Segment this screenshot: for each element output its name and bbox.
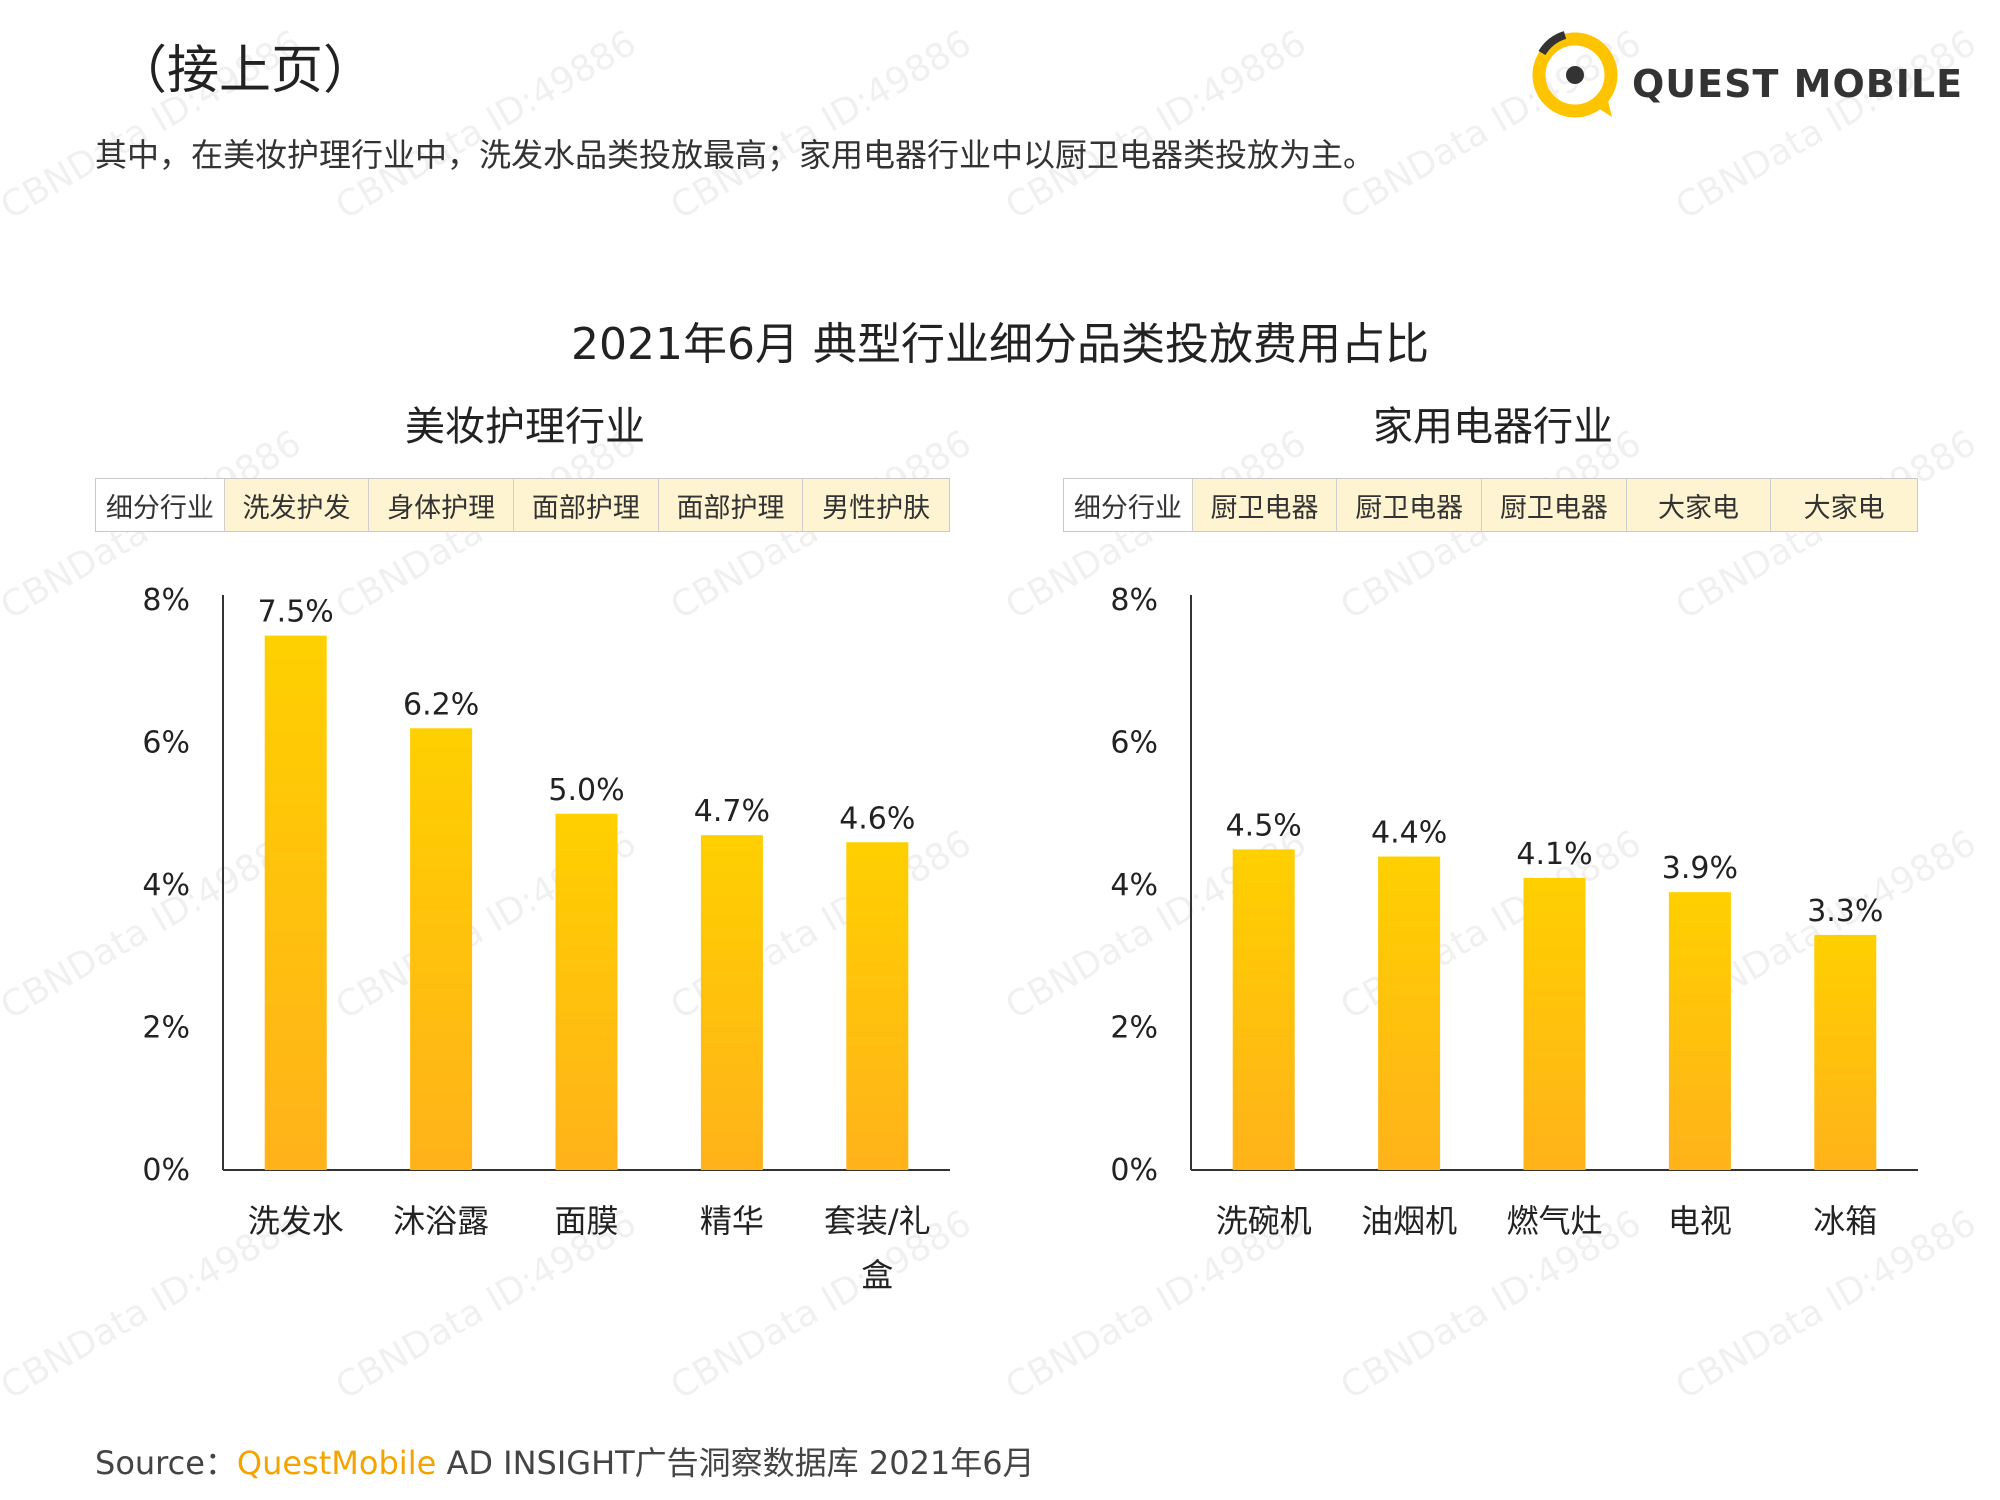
category-cell: 面部护理: [657, 479, 803, 531]
panel-title-beauty: 美妆护理行业: [405, 404, 645, 450]
bar: [1814, 934, 1877, 1170]
y-tick-label: 0%: [1110, 1153, 1158, 1188]
bar: [846, 842, 909, 1170]
source-prefix: Source：: [95, 1444, 237, 1482]
x-tick-label: 洗发水: [248, 1202, 344, 1240]
y-tick-label: 6%: [1110, 726, 1158, 761]
logo-tail-icon: [1590, 93, 1612, 117]
x-tick-label: 洗碗机: [1216, 1202, 1312, 1240]
category-cell: 男性护肤: [802, 479, 949, 531]
y-tick-label: 2%: [1110, 1011, 1158, 1046]
category-header-cell: 细分行业: [96, 479, 224, 531]
x-tick-label: 沐浴露: [393, 1202, 489, 1240]
category-cell: 大家电: [1625, 479, 1771, 531]
x-tick-label: 面膜: [554, 1202, 618, 1240]
category-row-beauty: 细分行业 洗发护发 身体护理 面部护理 面部护理 男性护肤: [95, 478, 950, 532]
category-header-cell: 细分行业: [1064, 479, 1192, 531]
bar: [1523, 877, 1586, 1170]
data-label: 4.1%: [1516, 837, 1592, 872]
logo-text: QUEST MOBILE: [1632, 62, 1964, 106]
data-label: 6.2%: [403, 687, 479, 722]
logo-dot-icon: [1566, 66, 1584, 84]
y-tick-label: 8%: [1110, 583, 1158, 618]
page-title: （接上页）: [115, 41, 376, 101]
source-note: Source：QuestMobile AD INSIGHT广告洞察数据库 202…: [95, 1438, 1035, 1484]
y-tick-label: 4%: [1110, 868, 1158, 903]
logo-arc-icon: [1538, 31, 1567, 56]
category-cell: 厨卫电器: [1191, 479, 1337, 531]
watermark-text: CBNData ID:49886: [999, 23, 1313, 228]
source-rest: AD INSIGHT广告洞察数据库 2021年6月: [436, 1444, 1035, 1482]
questmobile-logo: [1532, 31, 1618, 118]
watermark-text: CBNData ID:49886: [664, 23, 978, 228]
bar: [1378, 856, 1441, 1170]
x-tick-label: 油烟机: [1361, 1202, 1457, 1240]
page-subtitle: 其中，在美妆护理行业中，洗发水品类投放最高；家用电器行业中以厨卫电器类投放为主。: [95, 136, 1376, 174]
x-tick-label: 套装/礼: [824, 1202, 931, 1240]
category-row-appliance: 细分行业 厨卫电器 厨卫电器 厨卫电器 大家电 大家电: [1063, 478, 1918, 532]
chart-main-title: 2021年6月 典型行业细分品类投放费用占比: [571, 319, 1429, 370]
data-label: 4.7%: [694, 794, 770, 829]
bar: [555, 813, 618, 1170]
category-cell: 厨卫电器: [1481, 479, 1626, 531]
bar: [1668, 892, 1731, 1170]
y-tick-label: 8%: [142, 583, 190, 618]
bar: [1232, 849, 1295, 1170]
category-cell: 面部护理: [513, 479, 658, 531]
category-cell: 厨卫电器: [1336, 479, 1482, 531]
x-tick-label: 电视: [1668, 1202, 1732, 1240]
panel-title-appliance: 家用电器行业: [1373, 404, 1613, 450]
watermark-text: CBNData ID:49886: [329, 23, 643, 228]
y-tick-label: 2%: [142, 1011, 190, 1046]
category-cell: 大家电: [1770, 479, 1917, 531]
bar: [410, 728, 473, 1170]
category-cell: 洗发护发: [223, 479, 369, 531]
data-label: 5.0%: [548, 773, 624, 808]
data-label: 4.4%: [1371, 816, 1447, 851]
data-label: 3.3%: [1807, 894, 1883, 929]
y-tick-label: 0%: [142, 1153, 190, 1188]
data-label: 3.9%: [1662, 851, 1738, 886]
y-tick-label: 6%: [142, 726, 190, 761]
data-label: 7.5%: [258, 595, 334, 630]
category-cell: 身体护理: [368, 479, 514, 531]
bar: [700, 835, 763, 1170]
x-tick-label: 盒: [861, 1256, 893, 1294]
y-tick-label: 4%: [142, 868, 190, 903]
x-tick-label: 燃气灶: [1506, 1202, 1602, 1240]
data-label: 4.5%: [1226, 808, 1302, 843]
x-tick-label: 精华: [700, 1202, 764, 1240]
bar-chart-beauty: 0% 2% 4% 6% 8% 7.5% 洗发水 6.2% 沐浴露 5.0% 面膜 4.7% 精华 4.6%…: [142, 583, 950, 1294]
x-tick-label: 冰箱: [1813, 1202, 1877, 1240]
bar-chart-appliance: 0% 2% 4% 6% 8% 4.5% 洗碗机 4.4% 油烟机 4.1% 燃气灶 3.9% 电视 3.3…: [1110, 583, 1918, 1240]
data-label: 4.6%: [839, 801, 915, 836]
bar: [264, 635, 327, 1170]
source-brand: QuestMobile: [236, 1444, 437, 1482]
logo-ring-icon: [1532, 32, 1618, 118]
